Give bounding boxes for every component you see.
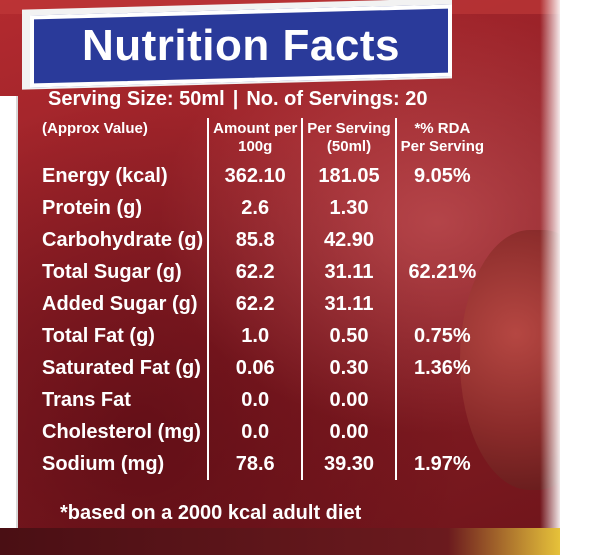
amount-per-serving: 31.11: [302, 256, 397, 288]
nutrition-facts-title: Nutrition Facts: [82, 21, 400, 71]
nutrient-name: Total Fat (g): [36, 320, 210, 352]
rda-percent: 0.75%: [414, 325, 471, 347]
header-approx-value: (Approx Value): [36, 118, 210, 160]
amount-per-100g: 62.2: [208, 288, 304, 320]
rda-percent: 9.05%: [414, 165, 471, 187]
nutrient-name: Cholesterol (mg): [36, 416, 210, 448]
amount-per-serving: 31.11: [302, 288, 397, 320]
amount-per-serving: 42.90: [302, 224, 397, 256]
rda-percent: [396, 416, 488, 448]
nutrient-name: Sodium (mg): [36, 448, 210, 480]
label-bottom-bar: [0, 528, 560, 555]
serving-separator: |: [232, 88, 239, 110]
rda-percent: 1.97%: [414, 453, 471, 475]
rda-percent: 62.21%: [408, 261, 477, 283]
left-white-panel: [0, 96, 18, 528]
table-row: Carbohydrate (g) 85.8 42.90: [36, 224, 488, 256]
amount-per-serving: 181.05: [302, 160, 397, 192]
amount-per-serving: 1.30: [302, 192, 397, 224]
nutrient-name: Saturated Fat (g): [36, 352, 210, 384]
table-header-row: (Approx Value) Amount per 100g Per Servi…: [36, 118, 488, 160]
rda-percent: [396, 224, 488, 256]
amount-per-100g: 85.8: [208, 224, 304, 256]
nutrient-name: Carbohydrate (g): [36, 224, 210, 256]
header-rda-line1: *% RDA: [414, 120, 471, 137]
amount-per-serving: 0.00: [302, 416, 397, 448]
table-row: Protein (g) 2.6 1.30: [36, 192, 488, 224]
header-rda-line2: Per Serving: [400, 138, 485, 155]
table-row: Trans Fat 0.0 0.00: [36, 384, 488, 416]
amount-per-100g: 2.6: [208, 192, 304, 224]
amount-per-100g: 0.0: [208, 384, 304, 416]
header-amount-line1: Amount per: [213, 120, 298, 137]
number-of-servings: No. of Servings: 20: [246, 88, 428, 110]
nutrition-table: (Approx Value) Amount per 100g Per Servi…: [36, 118, 488, 480]
table-row: Saturated Fat (g) 0.06 0.30 1.36%: [36, 352, 488, 384]
amount-per-serving: 0.50: [302, 320, 397, 352]
amount-per-100g: 78.6: [208, 448, 304, 480]
rda-percent: [396, 192, 488, 224]
nutrient-name: Trans Fat: [36, 384, 210, 416]
nutrient-name: Total Sugar (g): [36, 256, 210, 288]
nutrient-name: Added Sugar (g): [36, 288, 210, 320]
amount-per-100g: 0.0: [208, 416, 304, 448]
right-edge-fade: [540, 0, 560, 555]
product-label-photo: Nutrition Facts Serving Size: 50ml | No. o…: [0, 0, 560, 555]
rda-percent: 1.36%: [414, 357, 471, 379]
table-row: Total Sugar (g) 62.2 31.11 62.21%: [36, 256, 488, 288]
header-approx-value-text: (Approx Value): [42, 120, 148, 137]
table-row: Cholesterol (mg) 0.0 0.00: [36, 416, 488, 448]
header-per-serving-line2: (50ml): [326, 138, 372, 155]
header-per-serving: Per Serving (50ml): [302, 118, 397, 160]
serving-size: Serving Size: 50ml: [48, 88, 225, 110]
rda-percent: [396, 384, 488, 416]
amount-per-serving: 39.30: [302, 448, 397, 480]
rda-footnote: *based on a 2000 kcal adult diet: [60, 502, 362, 524]
amount-per-100g: 0.06: [208, 352, 304, 384]
nutrient-name: Protein (g): [36, 192, 210, 224]
header-amount-per-100g: Amount per 100g: [208, 118, 304, 160]
amount-per-serving: 0.00: [302, 384, 397, 416]
nutrient-name: Energy (kcal): [36, 160, 210, 192]
header-rda: *% RDA Per Serving: [396, 118, 488, 160]
title-box: Nutrition Facts: [30, 4, 452, 88]
table-row: Total Fat (g) 1.0 0.50 0.75%: [36, 320, 488, 352]
amount-per-100g: 62.2: [208, 256, 304, 288]
amount-per-100g: 1.0: [208, 320, 304, 352]
rda-percent: [396, 288, 488, 320]
header-amount-line2: 100g: [238, 138, 273, 155]
table-row: Added Sugar (g) 62.2 31.11: [36, 288, 488, 320]
table-row: Sodium (mg) 78.6 39.30 1.97%: [36, 448, 488, 480]
header-per-serving-line1: Per Serving: [307, 120, 391, 137]
serving-info: Serving Size: 50ml | No. of Servings: 20: [48, 88, 468, 116]
amount-per-serving: 0.30: [302, 352, 397, 384]
amount-per-100g: 362.10: [208, 160, 304, 192]
table-row: Energy (kcal) 362.10 181.05 9.05%: [36, 160, 488, 192]
